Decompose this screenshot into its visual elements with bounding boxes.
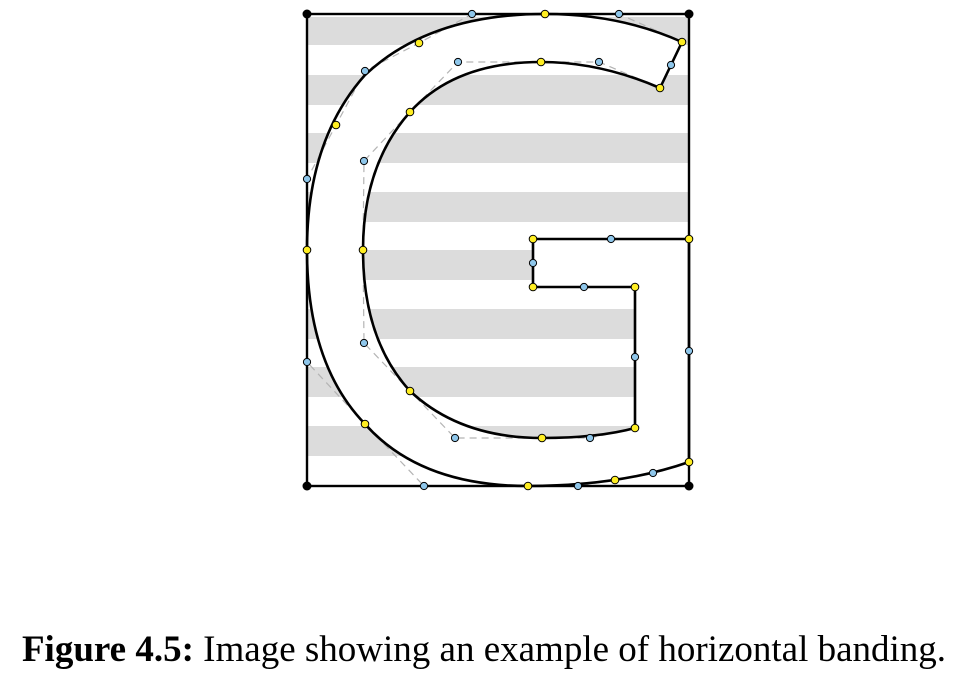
off-curve-point: [359, 338, 369, 348]
on-curve-point: [684, 457, 694, 467]
figure-caption: Figure 4.5: Image showing an example of …: [0, 628, 968, 671]
on-curve-point: [358, 245, 368, 255]
on-curve-point: [360, 419, 370, 429]
on-curve-point: [630, 423, 640, 433]
on-curve-point: [684, 234, 694, 244]
corner-point: [684, 9, 694, 19]
off-curve-point: [467, 9, 477, 19]
off-curve-point: [614, 9, 624, 19]
glyph-counter: [307, 14, 689, 486]
off-curve-point: [606, 234, 616, 244]
on-curve-point: [630, 282, 640, 292]
on-curve-point: [537, 433, 547, 443]
off-curve-point: [630, 352, 640, 362]
off-curve-points: [302, 9, 694, 491]
off-curve-point: [450, 433, 460, 443]
off-curve-point: [684, 346, 694, 356]
band: [307, 192, 689, 222]
off-curve-point: [302, 357, 312, 367]
on-curve-point: [536, 57, 546, 67]
corner-point: [302, 9, 312, 19]
off-curve-point: [579, 282, 589, 292]
off-curve-point: [419, 481, 429, 491]
off-curve-point: [648, 468, 658, 478]
on-curve-point: [523, 481, 533, 491]
corner-points: [302, 9, 694, 491]
on-curve-point: [528, 282, 538, 292]
on-curve-points: [302, 9, 694, 491]
corner-point: [302, 481, 312, 491]
off-curve-point: [453, 57, 463, 67]
on-curve-point: [405, 107, 415, 117]
figure-caption-label: Figure 4.5:: [21, 629, 194, 670]
off-curve-point: [594, 57, 604, 67]
on-curve-point: [302, 245, 312, 255]
off-curve-point: [573, 481, 583, 491]
off-curve-point: [360, 66, 370, 76]
off-curve-point: [585, 433, 595, 443]
figure-caption-text: Image showing an example of horizontal b…: [203, 629, 947, 670]
on-curve-point: [414, 38, 424, 48]
off-curve-point: [359, 156, 369, 166]
on-curve-point: [405, 386, 415, 396]
on-curve-point: [331, 120, 341, 130]
off-curve-point: [666, 60, 676, 70]
off-curve-point: [528, 258, 538, 268]
on-curve-point: [610, 475, 620, 485]
on-curve-point: [540, 9, 550, 19]
corner-point: [684, 481, 694, 491]
off-curve-point: [302, 174, 312, 184]
on-curve-point: [528, 234, 538, 244]
on-curve-point: [655, 83, 665, 93]
on-curve-point: [677, 37, 687, 47]
glyph-banding-figure: [302, 9, 694, 491]
